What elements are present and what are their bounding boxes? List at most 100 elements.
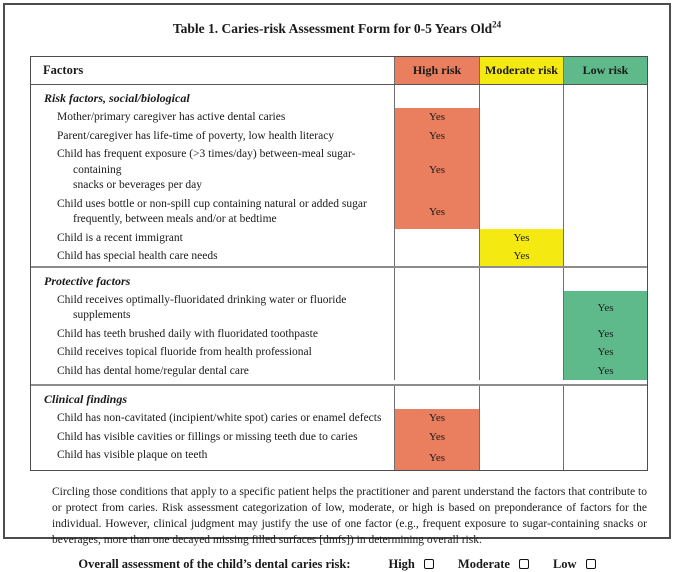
low-risk-cell: [563, 126, 647, 145]
factor-row: Child has teeth brushed daily with fluor…: [31, 324, 647, 343]
factor-row: Child has visible plaque on teeth Yes: [31, 446, 647, 470]
table-title-text: Table 1. Caries-risk Assessment Form for…: [172, 21, 493, 36]
table-section: Protective factors Child receives optimal…: [31, 265, 647, 385]
moderate-risk-cell: [479, 427, 563, 446]
yes-cell-low: Yes: [563, 361, 647, 380]
moderate-risk-cell: [479, 446, 563, 470]
factor-text: Child has dental home/regular dental car…: [57, 364, 249, 377]
factor-text: Child has frequent exposure (>3 times/da…: [57, 148, 356, 191]
low-risk-cell: [563, 409, 647, 428]
table-title-superscript: 24: [492, 19, 502, 30]
factor-text: Child uses bottle or non-spill cup conta…: [57, 197, 367, 226]
section-header-row: Protective factors: [31, 267, 647, 291]
yes-cell-moderate: Yes: [479, 247, 563, 266]
overall-assessment-label: Overall assessment of the child’s dental…: [78, 557, 351, 571]
moderate-risk-cell: [479, 145, 563, 195]
factor-row: Parent/caregiver has life-time of povert…: [31, 126, 647, 145]
section-title: Clinical findings: [44, 392, 128, 406]
moderate-risk-cell: [479, 343, 563, 362]
high-risk-cell: [394, 324, 479, 343]
yes-cell-low: Yes: [563, 290, 647, 325]
factor-text: Parent/caregiver has life-time of povert…: [57, 129, 335, 142]
low-risk-cell: [563, 108, 647, 127]
moderate-risk-cell: [479, 409, 563, 428]
yes-cell-high: Yes: [394, 446, 479, 470]
table-section: Risk factors, social/biological Mother/pr…: [31, 85, 647, 266]
factor-text: Mother/primary caregiver has active dent…: [57, 111, 286, 123]
yes-cell-high: Yes: [394, 409, 479, 428]
yes-cell-high: Yes: [394, 427, 479, 446]
low-risk-cell: [563, 194, 647, 229]
factor-text: Child is a recent immigrant: [57, 231, 183, 244]
low-risk-cell: [563, 446, 647, 470]
column-header-high-risk: High risk: [394, 57, 479, 84]
empty-risk-cell: [479, 85, 563, 108]
section-header-row: Risk factors, social/biological: [31, 85, 647, 108]
column-header-low-risk: Low risk: [563, 57, 647, 84]
moderate-risk-cell: [479, 361, 563, 380]
moderate-risk-cell: [479, 126, 563, 145]
factor-row: Child has dental home/regular dental car…: [31, 361, 647, 380]
overall-option-high: High: [388, 557, 434, 571]
yes-cell-high: Yes: [394, 126, 479, 145]
factor-row: Child uses bottle or non-spill cup conta…: [31, 194, 647, 229]
high-risk-cell: [394, 343, 479, 362]
empty-risk-cell: [479, 267, 563, 291]
section-header-row: Clinical findings: [31, 386, 647, 409]
factor-row: Child receives topical fluoride from hea…: [31, 343, 647, 362]
yes-cell-high: Yes: [394, 108, 479, 127]
empty-risk-cell: [563, 267, 647, 291]
empty-risk-cell: [394, 386, 479, 409]
low-risk-cell: [563, 247, 647, 266]
factor-text: Child receives topical fluoride from hea…: [57, 346, 312, 358]
factor-row: Child has special health care needs Yes: [31, 247, 647, 266]
factor-row: Child is a recent immigrant Yes: [31, 228, 647, 247]
factor-text: Child has visible cavities or fillings o…: [57, 430, 358, 443]
overall-option-moderate-label: Moderate: [457, 557, 510, 571]
empty-risk-cell: [479, 386, 563, 409]
section-title: Risk factors, social/biological: [44, 91, 190, 105]
yes-cell-low: Yes: [563, 343, 647, 362]
footnote-text: Circling those conditions that apply to …: [52, 486, 647, 546]
factor-text: Child has non-cavitated (incipient/white…: [57, 412, 382, 424]
section-title: Protective factors: [44, 273, 131, 288]
checkbox-low[interactable]: [585, 559, 596, 569]
column-header-moderate-risk: Moderate risk: [479, 57, 563, 84]
table-section: Clinical findings Child has non-cavitated…: [31, 384, 647, 470]
overall-option-low: Low: [553, 557, 596, 571]
factor-row: Child receives optimally-fluoridated dri…: [31, 290, 647, 325]
overall-option-high-label: High: [388, 557, 415, 571]
assessment-table: Factors High risk Moderate risk Low risk…: [30, 56, 648, 471]
table-body: Risk factors, social/biological Mother/pr…: [31, 85, 647, 470]
overall-option-moderate: Moderate: [458, 557, 529, 571]
high-risk-cell: [394, 361, 479, 380]
checkbox-high[interactable]: [423, 559, 434, 569]
table-header-row: Factors High risk Moderate risk Low risk: [31, 57, 647, 85]
high-risk-cell: [394, 247, 479, 266]
factor-text: Child receives optimally-fluoridated dri…: [57, 293, 350, 322]
empty-risk-cell: [394, 85, 479, 108]
low-risk-cell: [563, 228, 647, 247]
overall-option-low-label: Low: [552, 557, 577, 571]
yes-cell-high: Yes: [394, 194, 479, 229]
factor-text: Child has visible plaque on teeth: [57, 449, 208, 461]
document-page: Table 1. Caries-risk Assessment Form for…: [3, 3, 671, 571]
overall-assessment-line: Overall assessment of the child’s dental…: [5, 557, 669, 572]
factor-row: Child has frequent exposure (>3 times/da…: [31, 145, 647, 195]
factor-row: Child has visible cavities or fillings o…: [31, 427, 647, 446]
moderate-risk-cell: [479, 108, 563, 127]
table-title: Table 1. Caries-risk Assessment Form for…: [5, 20, 669, 38]
factor-row: Child has non-cavitated (incipient/white…: [31, 409, 647, 428]
empty-risk-cell: [563, 85, 647, 108]
factor-text: Child has special health care needs: [57, 250, 218, 262]
moderate-risk-cell: [479, 324, 563, 343]
yes-cell-low: Yes: [563, 324, 647, 343]
empty-risk-cell: [394, 267, 479, 291]
yes-cell-moderate: Yes: [479, 228, 563, 247]
empty-risk-cell: [563, 386, 647, 409]
column-header-factors: Factors: [43, 63, 84, 77]
high-risk-cell: [394, 228, 479, 247]
checkbox-moderate[interactable]: [518, 559, 529, 569]
low-risk-cell: [563, 427, 647, 446]
high-risk-cell: [394, 290, 479, 325]
